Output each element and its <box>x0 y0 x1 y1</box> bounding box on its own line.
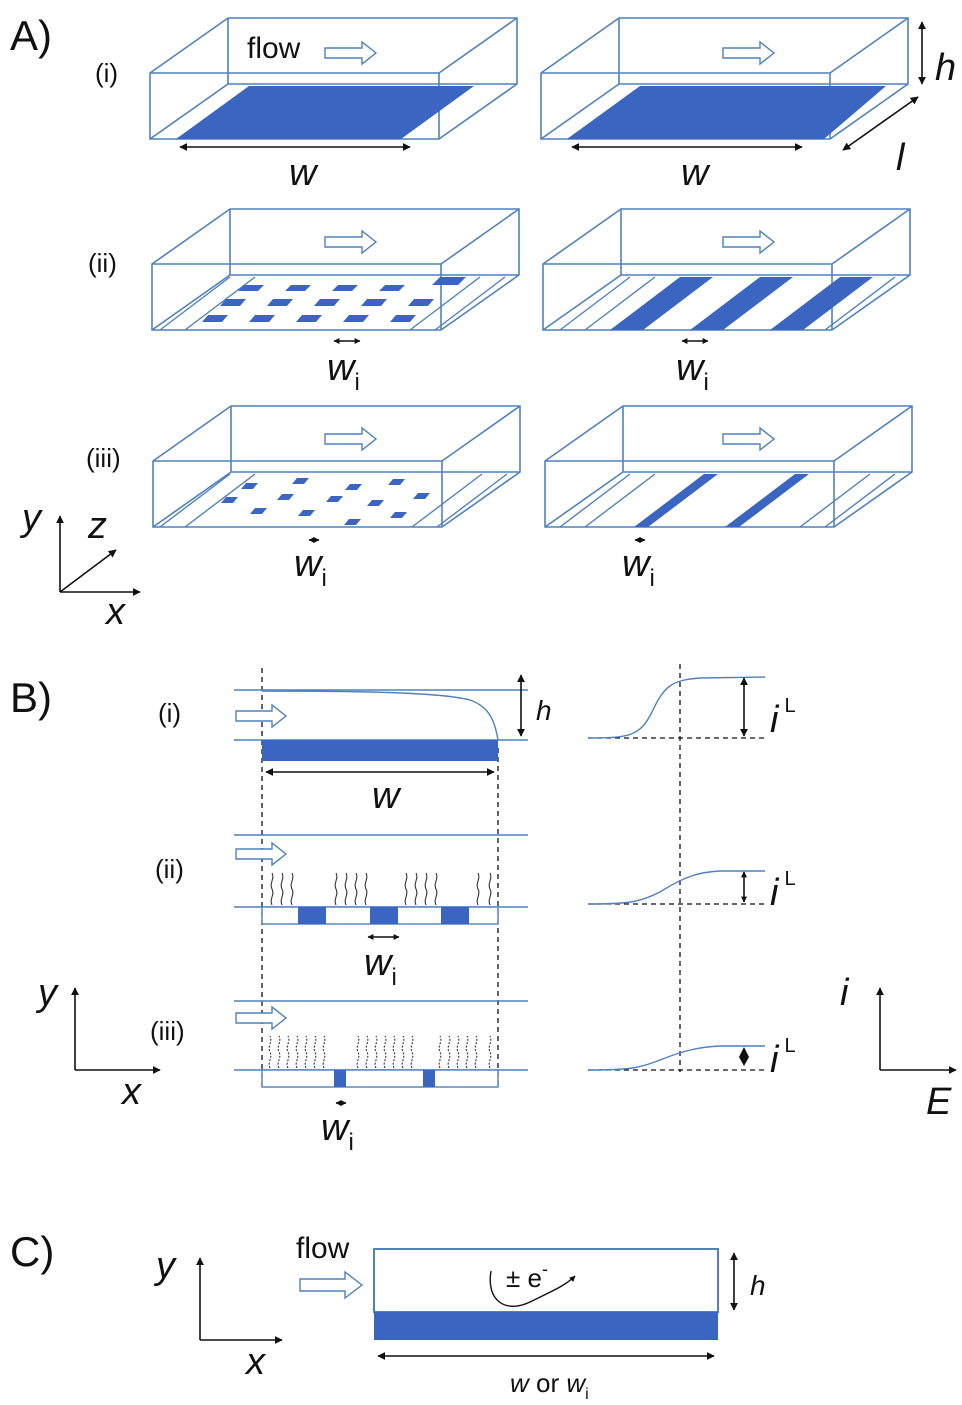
panel-b-row-label-iii: (iii) <box>150 1016 185 1046</box>
diffusion-field <box>270 872 492 906</box>
axis-x-label: x <box>104 591 127 633</box>
band-electrode-array <box>610 277 873 330</box>
flow-arrow-icon <box>235 703 288 729</box>
limiting-current-arrow <box>739 1047 749 1066</box>
channel-box-a-i-right <box>540 17 909 140</box>
wi-label: wi <box>364 942 397 991</box>
axis-z-label: z <box>87 505 107 547</box>
electrode-band <box>176 86 474 139</box>
axes-xyz: y z x <box>19 497 141 633</box>
electrode-band <box>567 86 886 139</box>
axis-e-label: E <box>926 1081 952 1123</box>
flow-arrow-icon <box>722 40 776 66</box>
axes-xy-c: y x <box>153 1245 283 1383</box>
channel-box-a-iii-left <box>152 405 521 528</box>
flow-arrow-icon <box>324 426 378 452</box>
axis-x-label: x <box>120 1071 143 1113</box>
axis-i-label: i <box>840 972 850 1014</box>
cross-section-b-i: h w <box>234 674 552 817</box>
axes-xy-left: y x <box>35 972 161 1113</box>
wi-label: wi <box>327 347 360 396</box>
wi-label: wi <box>321 1107 354 1156</box>
panel-b-label: B) <box>10 674 52 721</box>
flow-label: flow <box>296 1232 350 1265</box>
flow-arrow-icon <box>324 40 378 66</box>
cross-section-b-iii: wi <box>234 1000 528 1156</box>
width-label: w <box>372 775 402 817</box>
panel-a-label: A) <box>10 12 52 59</box>
channel-box-a-ii-left <box>151 208 520 331</box>
sparse-band-array <box>634 474 809 527</box>
axis-x-label: x <box>244 1341 267 1383</box>
electrode-band <box>374 1312 718 1340</box>
flow-arrow-icon <box>299 1270 364 1300</box>
panel-a: A) (i) (ii) (iii) flow w w h l <box>10 12 956 633</box>
axis-y-label: y <box>35 972 59 1014</box>
panel-a-row-label-i: (i) <box>95 58 118 88</box>
reaction-label: ± e- <box>506 1259 548 1293</box>
microelectrode <box>423 1070 435 1087</box>
length-arrow <box>842 96 919 151</box>
channel-box-a-i-left <box>149 17 518 140</box>
electron-transfer-arrow <box>489 1270 576 1307</box>
panel-c-label: C) <box>10 1228 54 1275</box>
panel-a-row-label-iii: (iii) <box>86 443 121 473</box>
width-label: w <box>289 152 319 194</box>
substrate <box>261 1069 499 1088</box>
axis-y-label: y <box>19 497 43 539</box>
flow-arrow-icon <box>722 426 776 452</box>
panel-b-row-label-ii: (ii) <box>155 854 184 884</box>
sparse-microelectrode-array <box>221 478 430 525</box>
panel-a-row-label-ii: (ii) <box>88 248 117 278</box>
height-label: h <box>935 47 956 89</box>
height-label: h <box>750 1270 766 1301</box>
flow-arrow-icon <box>235 841 288 867</box>
length-label: l <box>896 137 906 179</box>
height-label: h <box>536 695 552 726</box>
wi-label: wi <box>294 543 327 592</box>
cross-section-b-ii: wi <box>234 834 528 991</box>
microelectrode <box>298 907 326 924</box>
flow-label: flow <box>247 32 301 65</box>
wi-label: wi <box>622 543 655 592</box>
flow-arrow-icon <box>722 229 776 255</box>
panel-b-row-label-i: (i) <box>158 698 181 728</box>
flow-arrow-icon <box>324 229 378 255</box>
flow-arrow-icon <box>235 1005 288 1031</box>
axis-y-label: y <box>153 1245 177 1287</box>
panel-c: C) y x flow ± e- h w or wi <box>10 1228 766 1403</box>
microelectrode <box>334 1070 346 1087</box>
axes-ie-right: i E <box>840 972 957 1123</box>
microelectrode <box>441 907 469 924</box>
channel-cross-section <box>373 1248 719 1340</box>
wi-label: wi <box>676 347 709 396</box>
width-label: w or wi <box>510 1368 589 1403</box>
channel-box-a-ii-right <box>542 208 911 331</box>
electrode-band <box>262 740 498 761</box>
diffusion-field <box>268 1035 492 1069</box>
width-label: w <box>681 152 711 194</box>
microelectrode-array <box>202 277 466 322</box>
microelectrode <box>370 907 398 924</box>
channel-box-a-iii-right <box>544 405 913 528</box>
